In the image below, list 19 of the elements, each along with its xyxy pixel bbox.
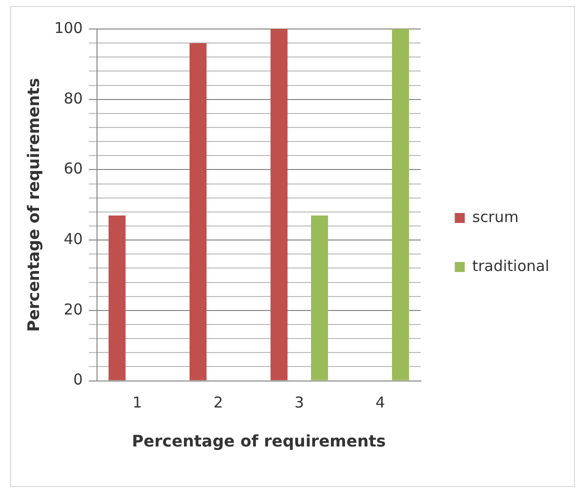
bar	[392, 29, 410, 380]
x-tick-label: 1	[132, 394, 142, 412]
x-tick-label: 2	[214, 394, 224, 412]
y-tick-label: 20	[64, 300, 83, 318]
y-tick-label: 40	[64, 230, 83, 248]
legend-label: traditional	[472, 256, 550, 275]
x-tick-label: 4	[375, 394, 386, 412]
bar	[270, 29, 288, 380]
x-axis-title: Percentage of requirements	[132, 432, 386, 451]
bar	[190, 43, 207, 380]
legend-label: scrum	[472, 208, 519, 226]
y-tick-label: 60	[64, 160, 83, 178]
bar	[311, 215, 328, 380]
y-tick-label: 80	[64, 89, 83, 108]
x-tick-label: 3	[294, 394, 304, 412]
y-tick-label: 0	[73, 370, 83, 389]
y-axis-title: Percentage of requirements	[24, 78, 43, 332]
y-tick-label: 100	[54, 18, 83, 37]
bar	[108, 215, 126, 380]
